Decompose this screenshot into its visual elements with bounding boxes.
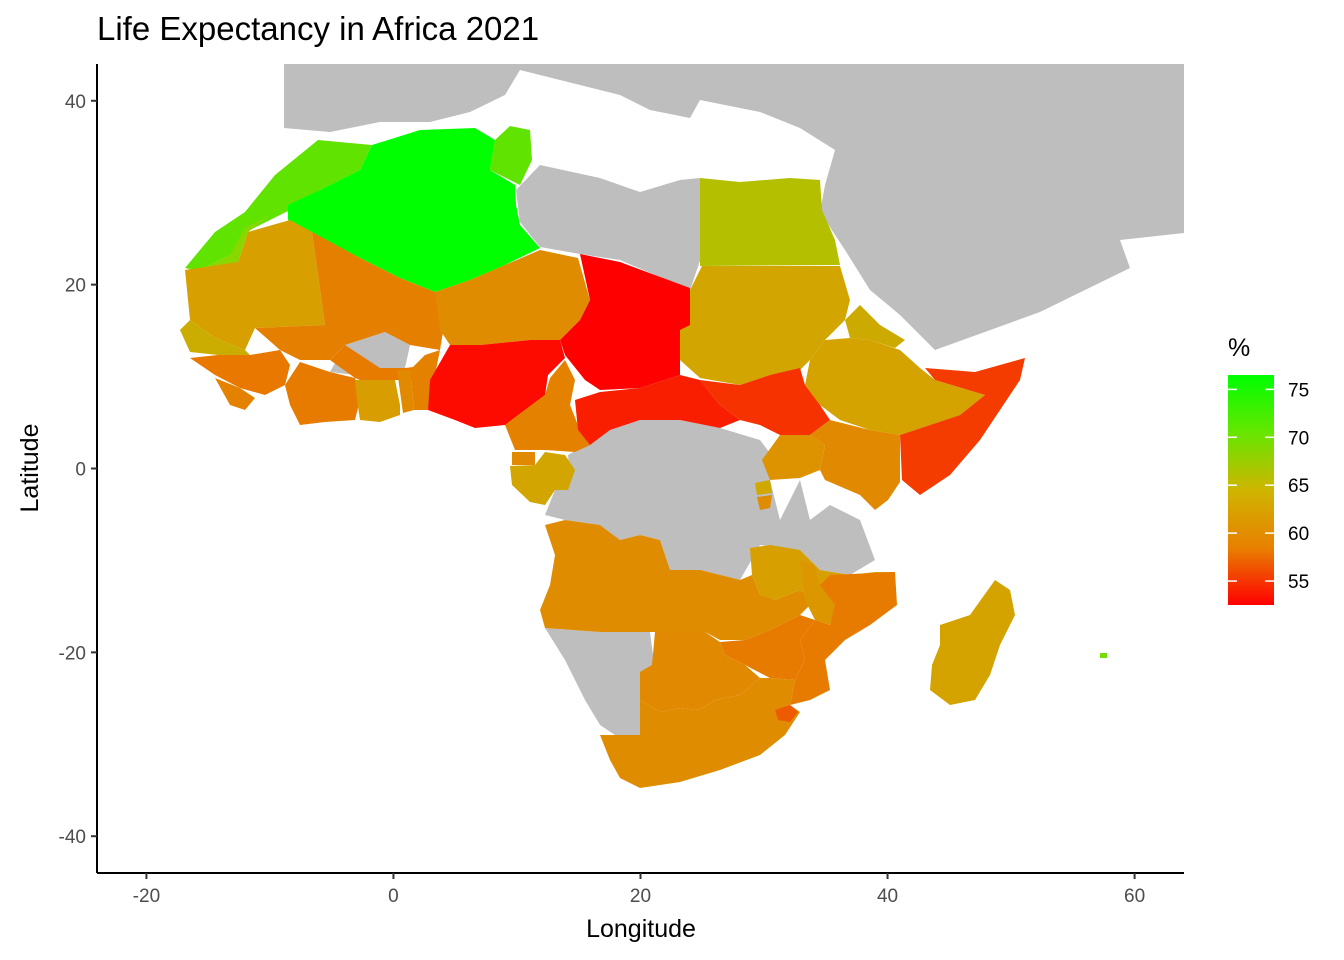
region-botswana [640,632,760,712]
region-mauritania [185,220,325,350]
region-malawi [800,560,835,625]
y-tick-label: 40 [65,92,86,113]
region-uganda [762,435,825,480]
color-legend: % 75 70 65 60 55 [1228,334,1309,605]
chart-title: Life Expectancy in Africa 2021 [97,10,539,47]
y-tick-label: -40 [59,827,86,848]
region-benin [410,350,440,410]
legend-label: 65 [1288,476,1309,497]
region-car [575,375,740,445]
region-chad [560,254,690,390]
region-egypt [700,178,840,266]
x-axis-title: Longitude [586,915,696,943]
y-axis-title: Latitude [16,424,44,513]
region-guinea [190,350,290,395]
region-equatorial-guinea [512,452,535,465]
legend-label: 70 [1288,428,1309,449]
region-burundi [757,495,772,510]
y-axis-ticks: 40 20 0 -20 -40 [59,92,97,848]
legend-label: 75 [1288,380,1309,401]
region-south-africa [600,678,800,788]
region-gabon [510,452,575,505]
region-zambia [700,570,815,640]
region-senegal [180,320,250,355]
libya-region [516,165,702,290]
y-tick-label: 0 [75,460,86,481]
region-mozambique [790,572,897,705]
legend-label: 60 [1288,524,1309,545]
x-tick-label: 20 [630,886,651,907]
region-madagascar [930,580,1015,705]
region-sudan [680,266,850,385]
region-mali [255,232,445,360]
y-tick-label: -20 [59,643,86,664]
region-western-sahara [185,215,270,272]
x-tick-label: 0 [388,886,399,907]
region-mauritius [1100,653,1107,658]
legend-title: % [1228,334,1250,362]
region-ethiopia [805,338,985,435]
region-cote-divoire [285,362,360,425]
region-niger [435,250,590,345]
y-tick-label: 20 [65,276,86,297]
legend-label: 55 [1288,572,1309,593]
region-morocco [185,140,372,270]
legend-colorbar [1228,375,1274,605]
europe-landmass [284,64,1184,350]
legend-ticks: 75 70 65 60 55 [1228,380,1309,593]
region-kenya [810,420,900,510]
x-axis-ticks: -20 0 20 40 60 [133,873,1145,907]
region-south-sudan [700,368,830,435]
map-panel [180,64,1184,788]
region-algeria [288,128,540,292]
region-ghana [355,380,400,422]
region-eswatini [775,705,798,722]
region-somalia [900,358,1025,495]
region-togo [397,370,414,413]
x-tick-label: 60 [1124,886,1145,907]
region-cameroon [505,360,590,452]
congo-region [545,420,875,580]
region-sierra-leone [215,378,255,410]
region-tunisia [490,126,532,185]
namibia-region [545,628,655,735]
x-tick-label: 40 [877,886,898,907]
region-rwanda [755,480,772,495]
x-tick-label: -20 [133,886,160,907]
region-nigeria [428,340,565,428]
region-zimbabwe [720,615,815,680]
region-eritrea [845,305,905,348]
